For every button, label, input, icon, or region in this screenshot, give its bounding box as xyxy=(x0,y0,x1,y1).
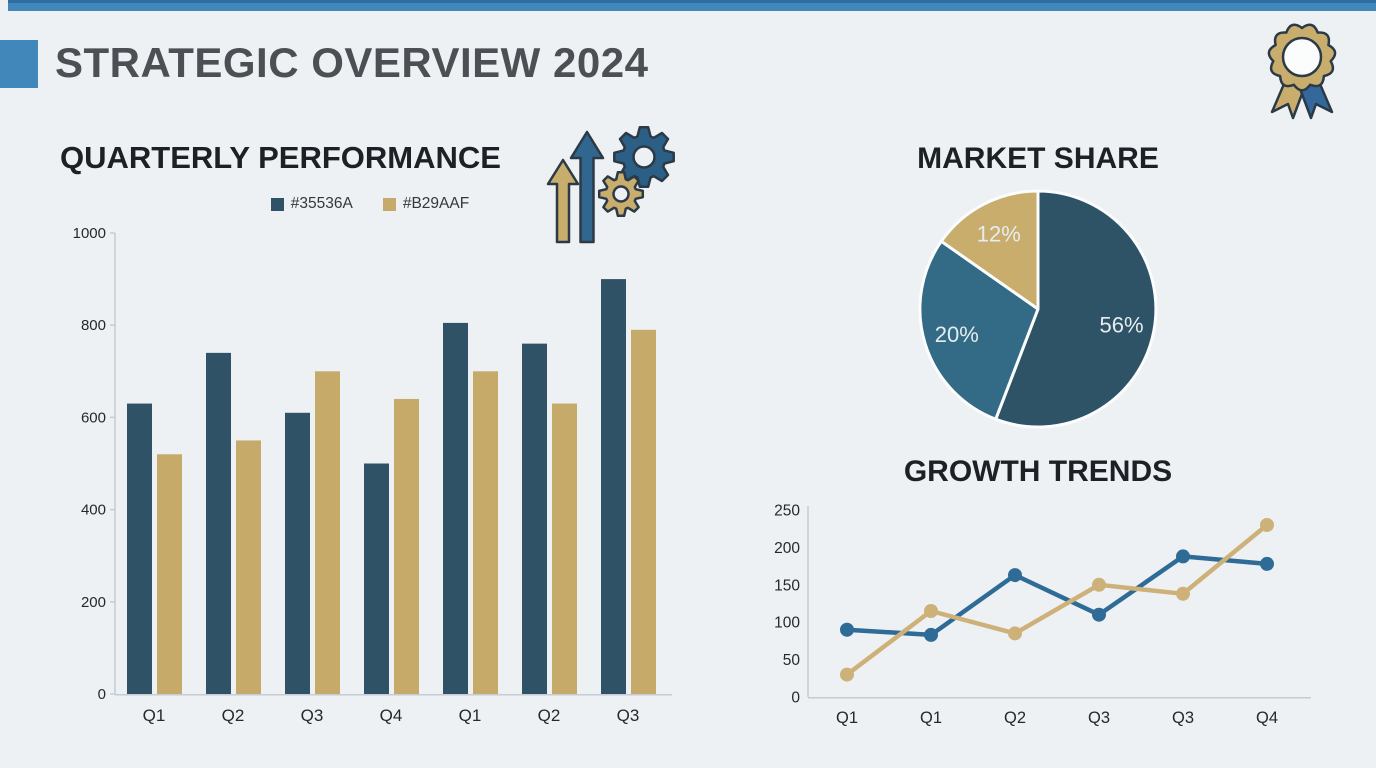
market-share-title: MARKET SHARE xyxy=(917,142,1159,175)
series1-label: #35536A xyxy=(290,195,353,212)
top-accent-bar xyxy=(8,0,1376,11)
svg-text:200: 200 xyxy=(81,594,106,611)
svg-text:Q3: Q3 xyxy=(301,706,324,725)
svg-text:1000: 1000 xyxy=(73,225,106,242)
svg-text:400: 400 xyxy=(81,502,106,519)
svg-text:Q3: Q3 xyxy=(1172,709,1194,727)
legend-item-series1: #35536A xyxy=(270,195,353,213)
svg-text:0: 0 xyxy=(791,690,800,707)
svg-text:Q3: Q3 xyxy=(1088,709,1110,727)
svg-text:250: 250 xyxy=(774,503,800,520)
growth-arrows-gears-icon xyxy=(546,126,675,244)
quarterly-performance-bar-chart: 0 200 400 600 800 1000 Q1 Q2 Q3 Q4 Q1 Q2 Q3 xyxy=(73,225,672,725)
svg-text:50: 50 xyxy=(783,652,801,669)
svg-text:Q4: Q4 xyxy=(380,706,403,725)
svg-text:Q4: Q4 xyxy=(1256,709,1278,727)
svg-text:Q2: Q2 xyxy=(538,706,561,725)
svg-text:Q2: Q2 xyxy=(1004,709,1026,727)
svg-text:100: 100 xyxy=(774,615,800,632)
series2-swatch-icon xyxy=(382,197,396,211)
svg-text:56%: 56% xyxy=(1100,312,1144,337)
slide-title: STRATEGIC OVERVIEW 2024 xyxy=(55,39,649,86)
svg-text:800: 800 xyxy=(81,317,106,334)
svg-text:150: 150 xyxy=(774,577,800,594)
svg-text:Q1: Q1 xyxy=(143,706,166,725)
svg-text:Q1: Q1 xyxy=(920,709,942,727)
svg-text:12%: 12% xyxy=(977,222,1021,247)
series1-swatch-icon xyxy=(270,197,284,211)
market-share-pie-chart: 56% 20% 12% xyxy=(918,189,1158,429)
svg-text:600: 600 xyxy=(81,409,106,426)
growth-trends-title: GROWTH TRENDS xyxy=(903,455,1173,488)
svg-text:200: 200 xyxy=(774,540,800,557)
svg-text:Q2: Q2 xyxy=(222,706,245,725)
quarterly-performance-title: QUARTERLY PERFORMANCE xyxy=(60,140,501,175)
award-ribbon-icon xyxy=(1267,23,1337,120)
title-accent-square xyxy=(0,40,38,88)
svg-text:0: 0 xyxy=(98,686,106,703)
svg-text:Q1: Q1 xyxy=(459,706,482,725)
svg-text:20%: 20% xyxy=(935,322,979,347)
bar-chart-legend: #35536A #B29AAF xyxy=(60,195,680,213)
svg-text:Q1: Q1 xyxy=(836,709,858,727)
growth-trends-line-chart: 0 50 100 150 200 250 Q1 Q1 Q2 Q3 Q3 Q4 xyxy=(774,503,1311,727)
svg-text:Q3: Q3 xyxy=(617,706,640,725)
legend-item-series2: #B29AAF xyxy=(382,195,470,213)
series2-label: #B29AAF xyxy=(402,195,470,212)
